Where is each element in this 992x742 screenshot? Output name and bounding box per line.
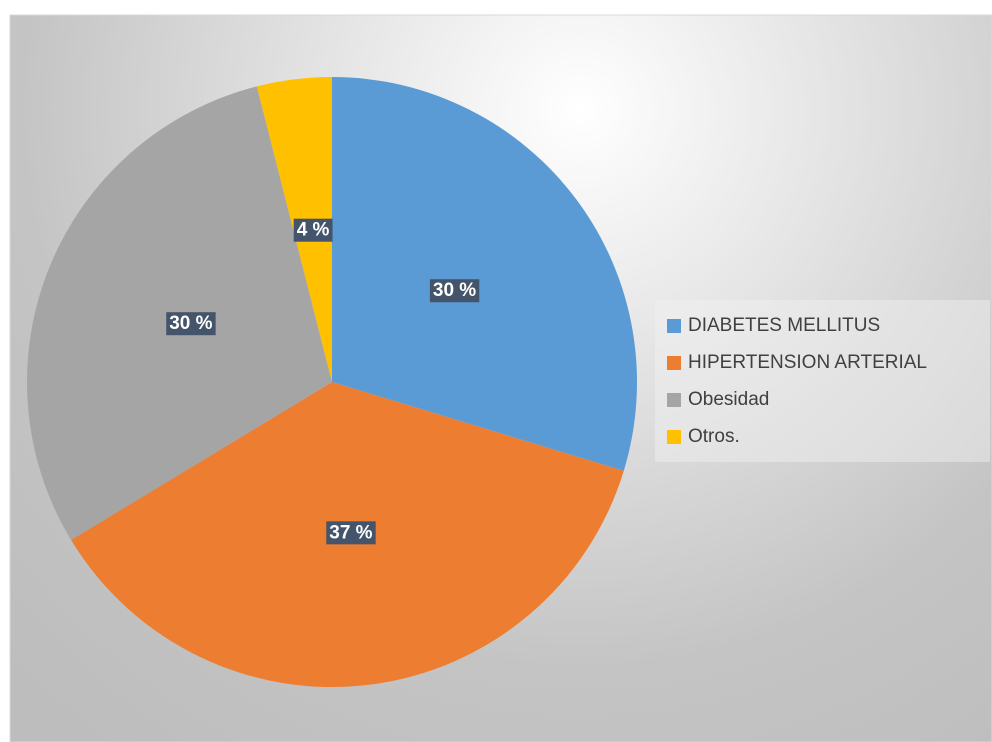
legend-label: DIABETES MELLITUS	[688, 315, 880, 336]
legend-label: Otros.	[688, 426, 740, 447]
legend-swatch	[667, 319, 681, 333]
legend-swatch	[667, 356, 681, 370]
legend-label: HIPERTENSION ARTERIAL	[688, 352, 927, 373]
legend-swatch	[667, 430, 681, 444]
data-label-bg	[166, 312, 216, 336]
data-label-bg	[326, 521, 376, 545]
legend-swatch	[667, 393, 681, 407]
data-label-bg	[293, 218, 333, 242]
data-label-bg	[429, 279, 480, 303]
data-label: 30 %	[169, 313, 212, 334]
data-label: 37 %	[329, 522, 372, 543]
legend-box	[655, 300, 990, 462]
data-label: 4 %	[297, 220, 330, 241]
legend-label: Obesidad	[688, 389, 769, 410]
pie-slice	[332, 77, 637, 471]
data-label: 30 %	[433, 280, 476, 301]
